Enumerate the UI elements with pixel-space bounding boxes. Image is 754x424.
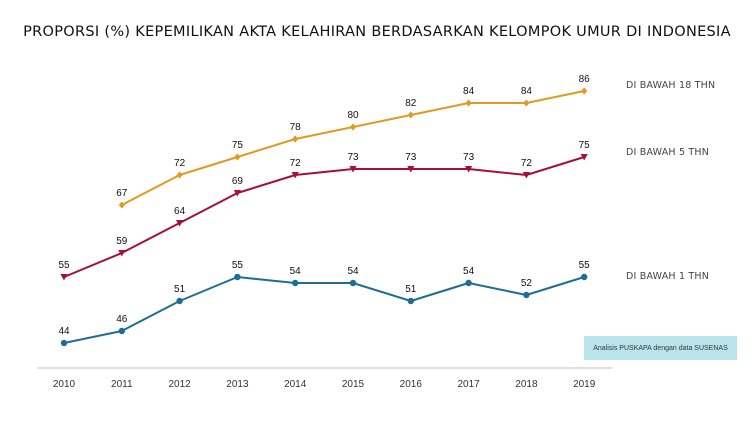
data-point-under1-2019 [581,273,588,281]
data-point-under5-2019 [580,154,588,161]
data-label-under1-2012: 51 [174,284,186,295]
series-label-under18: DI BAWAH 18 THN [626,80,715,91]
data-label-under1-2013: 55 [232,260,244,271]
data-point-under5-2011 [118,250,126,257]
data-label-under18-2012: 72 [174,158,186,169]
data-point-under5-2018 [522,172,530,179]
data-point-under5-2017 [465,166,473,173]
data-point-under18-2018 [523,99,530,107]
x-tick-label-2018: 2018 [515,379,538,390]
data-point-under1-2015 [349,279,357,287]
data-point-under18-2016 [407,111,414,119]
series-under5: 55 59 64 69 72 73 73 73 72 75 DI BAWAH 5 THN [58,140,709,281]
series-line-under18 [121,90,585,206]
data-point-under1-2016 [407,297,414,305]
data-point-under1-2018 [523,291,530,299]
data-label-under1-2014: 54 [290,266,302,277]
data-label-under1-2010: 44 [58,326,70,337]
x-tick-label-2011: 2011 [111,379,133,390]
series-label-under1: DI BAWAH 1 THN [626,271,709,282]
data-label-under5-2014: 72 [290,158,302,169]
data-point-under1-2013 [234,273,241,281]
x-tick-label-2013: 2013 [226,379,249,390]
data-point-under5-2010 [60,274,68,281]
series-label-under5: DI BAWAH 5 THN [626,147,709,158]
series-under18: 67 72 75 78 80 82 84 84 86 DI BAWAH 18 THN [116,74,715,209]
data-label-under5-2015: 73 [347,152,359,163]
data-point-under1-2017 [465,279,472,287]
series-line-under5 [63,156,585,278]
data-label-under5-2019: 75 [579,140,591,151]
data-label-under5-2011: 59 [116,236,128,247]
data-label-under5-2018: 72 [521,158,533,169]
x-tick-label-2016: 2016 [400,379,423,390]
data-point-under1-2012 [176,297,183,305]
data-label-under5-2012: 64 [174,206,186,217]
data-point-under1-2010 [60,339,68,347]
data-point-under1-2014 [292,279,299,287]
data-label-under5-2016: 73 [405,152,417,163]
x-axis-ticks: 2010 2011 2012 2013 2014 2015 2016 2017 2018 2019 [53,379,596,390]
data-point-under1-2011 [118,327,126,335]
data-point-under18-2011 [118,201,125,209]
data-label-under1-2016: 51 [405,284,417,295]
x-tick-label-2015: 2015 [342,379,365,390]
data-label-under18-2011: 67 [116,188,128,199]
data-point-under18-2012 [176,171,183,179]
chart-title: PROPORSI (%) KEPEMILIKAN AKTA KELAHIRAN … [23,24,731,40]
data-point-under18-2015 [350,123,356,131]
data-label-under1-2018: 52 [521,278,533,289]
data-point-under5-2016 [407,166,415,173]
data-label-under1-2011: 46 [116,314,128,325]
data-point-under5-2013 [233,190,241,197]
data-point-under18-2014 [292,135,299,143]
data-label-under18-2014: 78 [290,122,302,133]
data-point-under18-2019 [581,87,588,95]
data-label-under1-2015: 54 [347,266,359,277]
data-label-under18-2013: 75 [232,140,244,151]
data-point-under5-2015 [349,166,357,173]
x-tick-label-2010: 2010 [53,379,76,390]
data-label-under18-2017: 84 [463,86,475,97]
data-label-under18-2018: 84 [521,86,533,97]
x-tick-label-2014: 2014 [284,379,307,390]
data-label-under5-2017: 73 [463,152,475,163]
data-label-under5-2013: 69 [232,176,244,187]
series-line-under1 [63,276,585,344]
data-point-under5-2014 [291,172,299,179]
source-note: Analisis PUSKAPA dengan data SUSENAS [584,336,737,360]
data-point-under18-2017 [465,99,472,107]
series-under1: 44 46 51 55 54 54 51 54 52 55 DI BAWAH 1 THN [58,260,709,347]
x-tick-label-2019: 2019 [573,379,596,390]
data-point-under5-2012 [176,220,184,227]
data-label-under5-2010: 55 [58,260,70,271]
data-label-under18-2019: 86 [579,74,591,85]
data-label-under1-2019: 55 [579,260,591,271]
data-label-under18-2015: 80 [347,110,359,121]
data-point-under18-2013 [234,153,241,161]
data-label-under18-2016: 82 [405,98,417,109]
x-tick-label-2012: 2012 [168,379,191,390]
data-label-under1-2017: 54 [463,266,475,277]
x-tick-label-2017: 2017 [457,379,480,390]
